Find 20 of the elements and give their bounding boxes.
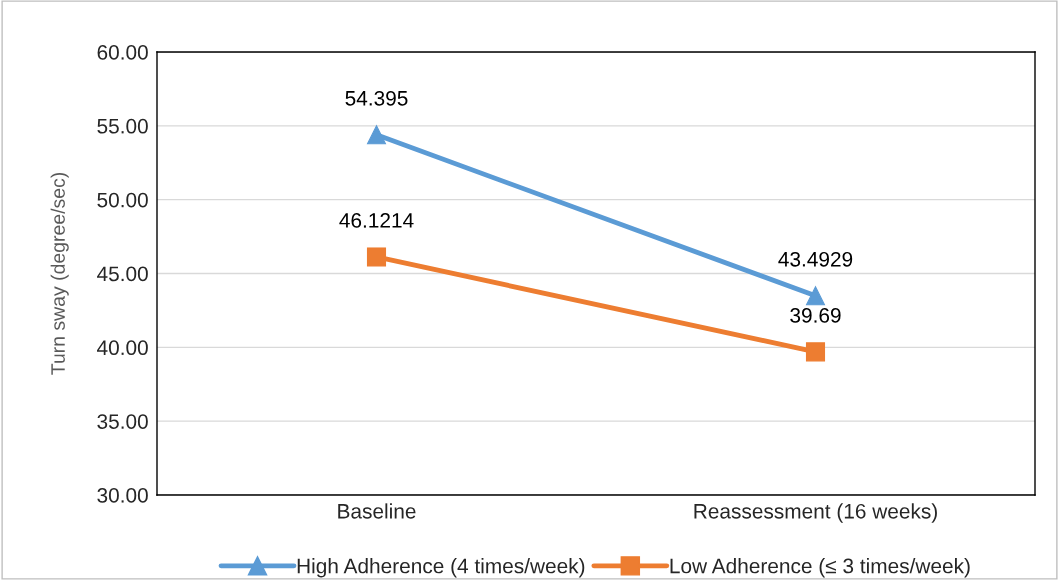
point [366,247,387,267]
point [805,286,826,306]
point [366,125,387,145]
y-tick-label: 30.00 [97,488,148,503]
data-label: 54.395 [345,90,408,106]
y-tick-label: 45.00 [97,266,148,282]
point [805,342,826,362]
y-tick-label: 50.00 [97,192,148,208]
x-tick-label: Baseline [338,503,416,519]
legend-label: Low Adherence (≤ 3 times/week) [670,558,970,578]
y-tick-label: 35.00 [97,414,148,429]
data-label: 46.1214 [339,213,414,228]
y-tick-label: 55.00 [97,118,148,134]
data-label: 39.69 [790,308,841,323]
y-tick-label: 40.00 [97,340,148,356]
x-tick-label: Reassessment (16 weeks) [694,503,937,523]
data-label: 43.4929 [778,251,853,267]
y-tick-label: 60.00 [97,45,148,60]
y-axis-title: Turn sway (degree/sec) [50,172,69,375]
legend-label: High Adherence (4 times/week) [297,558,585,578]
